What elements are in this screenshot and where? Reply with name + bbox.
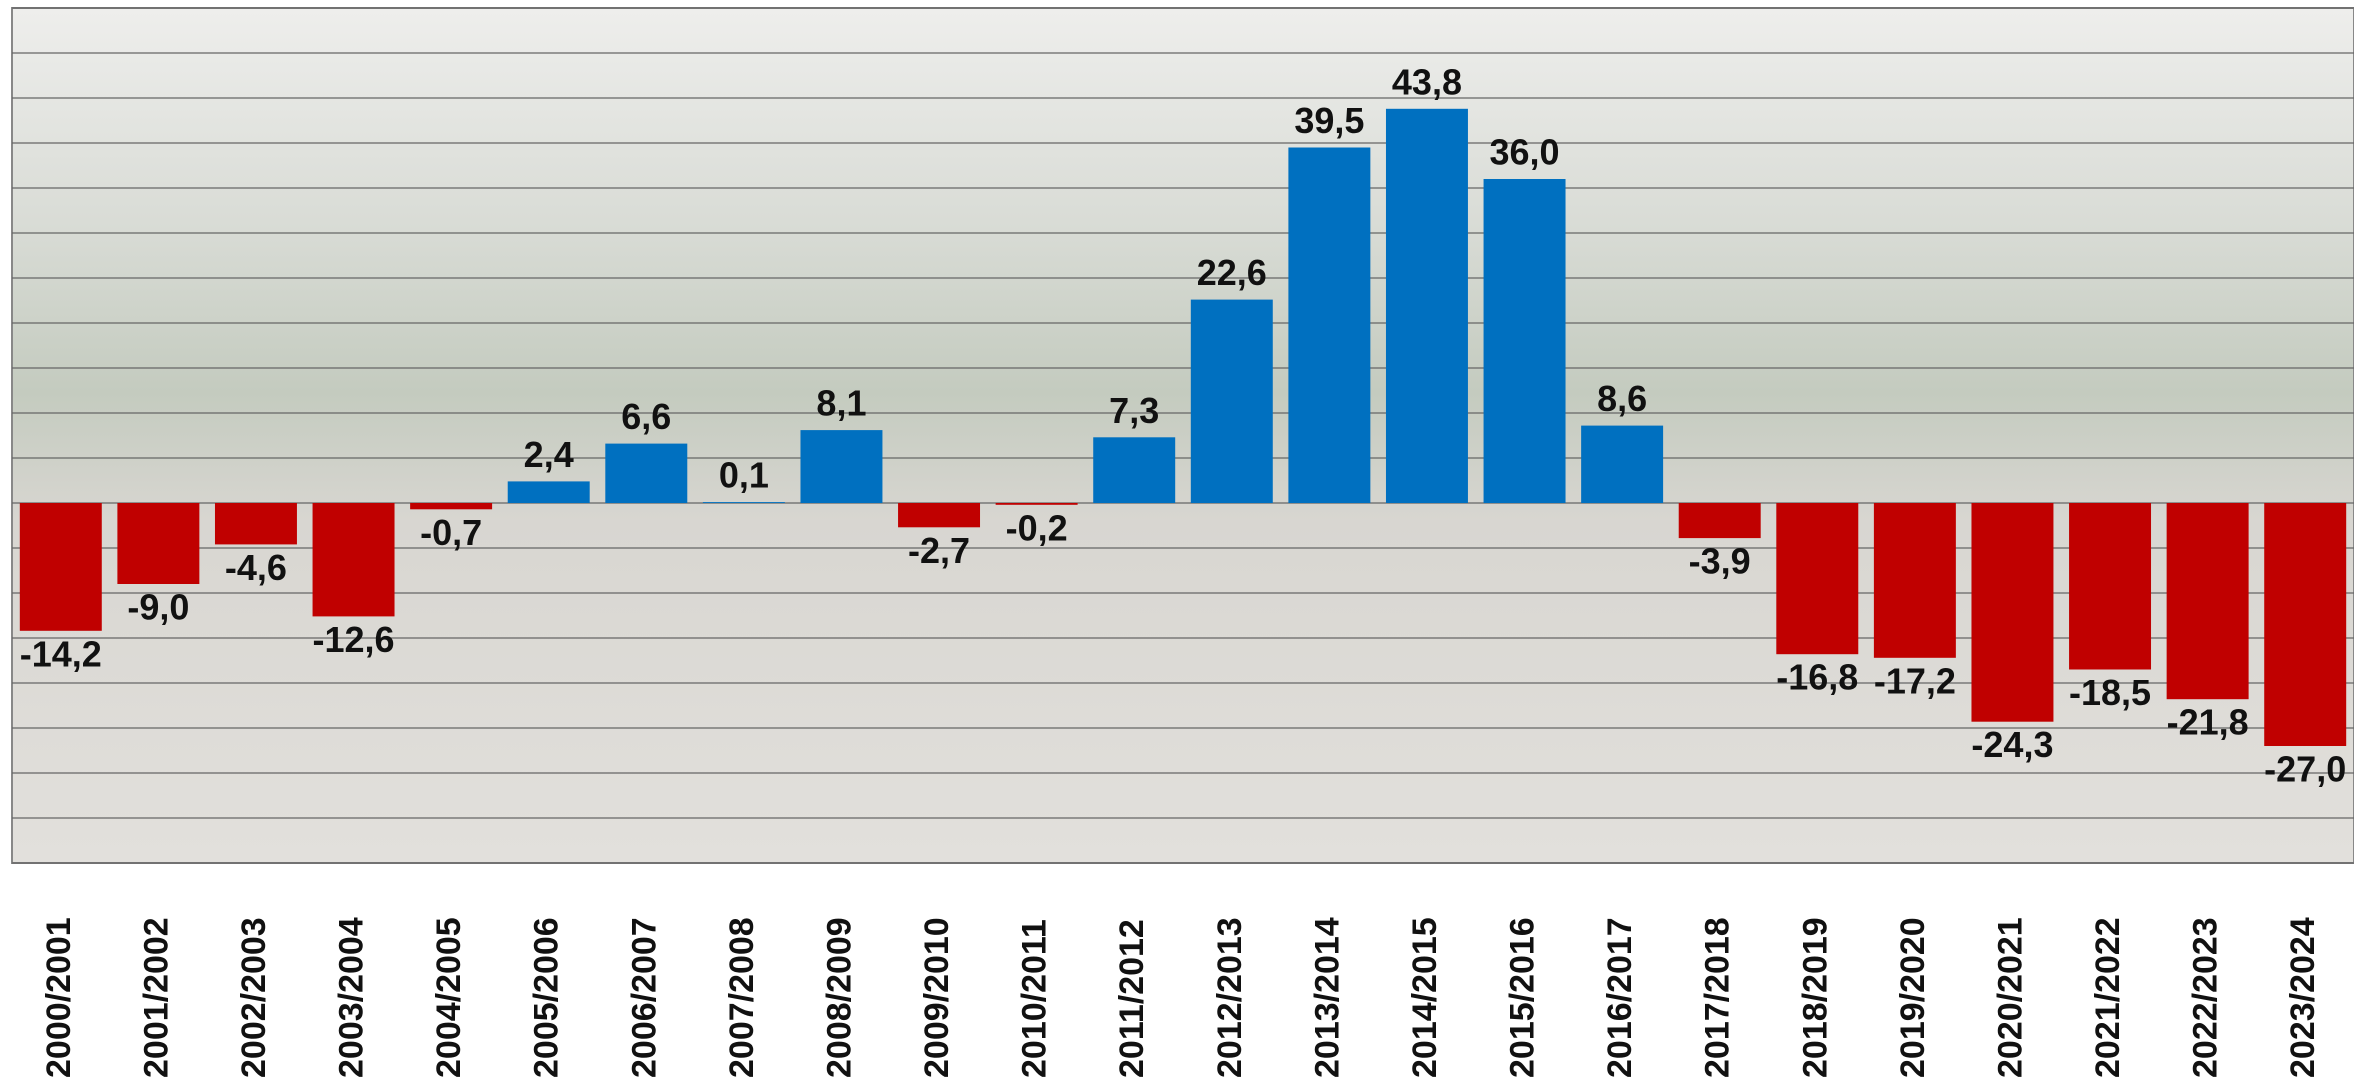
bar (702, 502, 785, 503)
x-tick-label: 2009/2010 (918, 917, 956, 1078)
data-label: 2,4 (524, 434, 574, 475)
data-label: -27,0 (2264, 749, 2346, 790)
bar (1678, 503, 1761, 539)
data-label: -12,6 (313, 619, 395, 660)
x-tick-label: 2022/2023 (2187, 917, 2225, 1078)
data-label: 8,6 (1597, 378, 1647, 419)
x-tick-label: 2000/2001 (40, 917, 78, 1078)
bar (2166, 503, 2249, 700)
plot-area (11, 7, 2354, 864)
x-tick-label: 2004/2005 (430, 917, 468, 1078)
bar (1971, 503, 2054, 722)
data-label: -4,6 (225, 547, 287, 588)
bar (117, 503, 200, 584)
data-label: -18,5 (2069, 672, 2151, 713)
x-tick-label: 2012/2013 (1211, 917, 1249, 1078)
bar (1385, 108, 1468, 504)
data-label: -3,9 (1689, 541, 1751, 582)
bar (1483, 179, 1566, 503)
data-label: -14,2 (20, 633, 102, 674)
data-label: -9,0 (127, 587, 189, 628)
data-label: -24,3 (1971, 724, 2053, 765)
data-label: 0,1 (719, 455, 769, 496)
data-label: -17,2 (1874, 660, 1956, 701)
x-tick-label: 2006/2007 (625, 917, 663, 1078)
bar (1093, 437, 1176, 503)
x-tick-label: 2007/2008 (723, 917, 761, 1078)
bar (1776, 503, 1859, 655)
bar (995, 503, 1078, 505)
data-label: 6,6 (621, 396, 671, 437)
data-label: 36,0 (1490, 132, 1560, 173)
bar (1873, 503, 1956, 658)
data-label: 39,5 (1294, 100, 1364, 141)
bar (898, 503, 981, 528)
x-tick-label: 2005/2006 (528, 917, 566, 1078)
data-label: -16,8 (1776, 657, 1858, 698)
data-label: -2,7 (908, 530, 970, 571)
bar (2264, 503, 2347, 746)
data-label: -0,2 (1006, 507, 1068, 548)
data-label: 43,8 (1392, 61, 1462, 102)
bar (2069, 503, 2152, 670)
bar (1581, 425, 1664, 503)
bar (800, 430, 883, 503)
x-tick-label: 2018/2019 (1796, 917, 1834, 1078)
x-tick-label: 2013/2014 (1308, 917, 1346, 1078)
x-tick-label: 2002/2003 (235, 917, 273, 1078)
x-tick-label: 2021/2022 (2089, 917, 2127, 1078)
x-tick-label: 2010/2011 (1016, 919, 1054, 1078)
data-label: 22,6 (1197, 252, 1267, 293)
bar (1288, 147, 1371, 503)
x-tick-label: 2020/2021 (1991, 917, 2029, 1078)
data-label: 7,3 (1109, 390, 1159, 431)
bar (410, 503, 493, 510)
bar (1190, 299, 1273, 503)
bar (214, 503, 297, 545)
x-tick-label: 2015/2016 (1504, 917, 1542, 1078)
bar (19, 503, 102, 631)
bar (605, 443, 688, 503)
x-tick-label: 2003/2004 (333, 917, 371, 1078)
bar (507, 481, 590, 503)
x-tick-label: 2017/2018 (1699, 917, 1737, 1078)
bar (312, 503, 395, 617)
x-tick-label: 2019/2020 (1894, 917, 1932, 1078)
x-tick-label: 2023/2024 (2284, 917, 2322, 1078)
data-label: 8,1 (816, 383, 866, 424)
data-label: -21,8 (2167, 702, 2249, 743)
x-tick-label: 2001/2002 (137, 917, 175, 1078)
data-label: -0,7 (420, 512, 482, 553)
x-tick-label: 2011/2012 (1113, 919, 1151, 1078)
x-tick-label: 2014/2015 (1406, 917, 1444, 1078)
x-tick-label: 2016/2017 (1601, 917, 1639, 1078)
x-tick-label: 2008/2009 (820, 917, 858, 1078)
